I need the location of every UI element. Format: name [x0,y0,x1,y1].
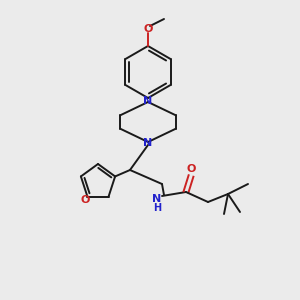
Text: O: O [186,164,196,174]
Text: N: N [152,194,162,204]
Text: N: N [143,138,153,148]
Text: H: H [153,203,161,213]
Text: O: O [143,24,153,34]
Text: O: O [81,195,90,205]
Text: N: N [143,96,153,106]
